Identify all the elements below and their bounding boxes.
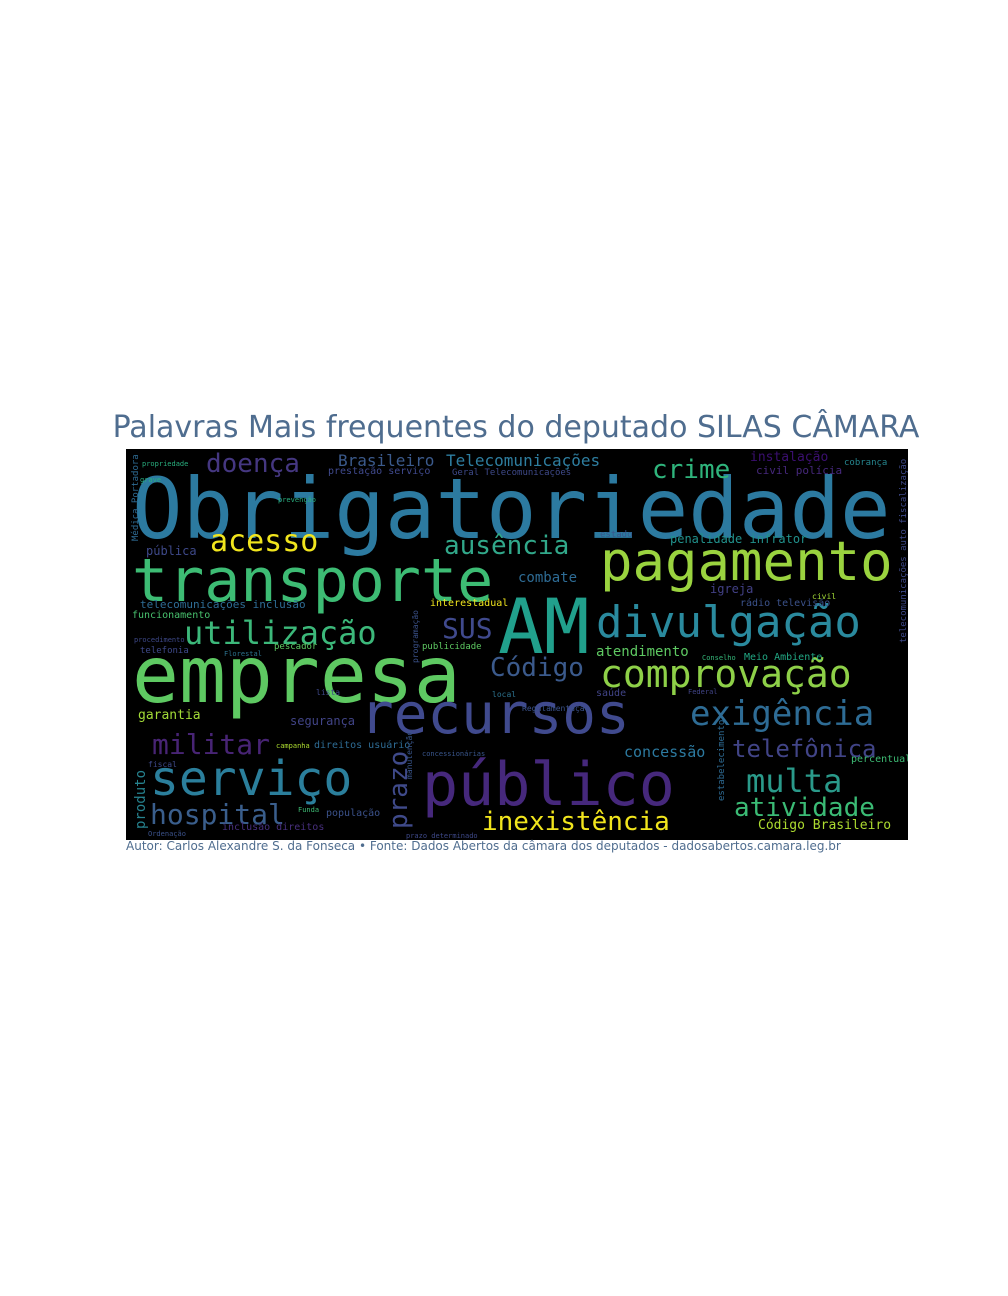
- word-cloud-word: segurança: [290, 714, 356, 728]
- word-cloud-word: propriedade: [142, 460, 189, 468]
- word-cloud-word: estado: [600, 530, 633, 540]
- word-cloud-word: garantia: [138, 708, 201, 723]
- word-cloud-word: acesso: [210, 524, 319, 559]
- word-cloud-word: Obrigatoriedade: [132, 460, 891, 558]
- word-cloud-word: AM: [498, 582, 590, 671]
- word-cloud-word: estabelecimento: [717, 719, 727, 801]
- word-cloud-word: Federal: [688, 688, 718, 696]
- word-cloud-word: Ordenação: [148, 830, 186, 838]
- word-cloud-word: produto: [133, 769, 149, 829]
- word-cloud-word: população: [326, 808, 381, 819]
- word-cloud-word: doença: [206, 449, 300, 479]
- word-cloud-word: instalação: [750, 450, 829, 465]
- word-cloud-word: comprovação: [600, 652, 852, 696]
- word-cloud-word: percentual: [851, 754, 908, 765]
- word-cloud-word: inclusão direitos: [222, 822, 325, 833]
- word-cloud-word: serviço: [150, 751, 353, 807]
- word-cloud-word: Meio Ambiente: [744, 652, 823, 663]
- word-cloud-word: civil: [812, 592, 837, 601]
- word-cloud-word: público: [422, 750, 675, 820]
- word-cloud-word: transporte: [132, 546, 494, 616]
- word-cloud-word: Conselho: [702, 654, 736, 662]
- word-cloud-word: atividade: [734, 793, 875, 823]
- word-cloud-word: exigência: [690, 694, 875, 734]
- word-cloud-word: prestação serviço: [328, 466, 431, 477]
- word-cloud-word: Brasileiro: [338, 451, 435, 470]
- word-cloud-word: hospital: [150, 798, 285, 831]
- word-cloud-word: manutenção: [405, 730, 414, 779]
- word-cloud-word: civil polícia: [756, 464, 843, 477]
- word-cloud-word: lista: [316, 688, 341, 697]
- word-cloud-word: utilização: [184, 614, 377, 652]
- word-cloud-word: procedimento: [134, 636, 185, 644]
- word-cloud-word: prevenção: [278, 496, 316, 504]
- word-cloud-word: interestadual: [430, 598, 509, 609]
- word-cloud-word: cobrança: [844, 458, 888, 468]
- word-cloud-word: telefonia: [140, 646, 189, 656]
- chart-title: Palavras Mais frequentes do deputado SIL…: [112, 410, 920, 445]
- word-cloud-word: Regulamentação: [522, 704, 590, 713]
- word-cloud-word: campanha: [276, 742, 310, 750]
- word-cloud-word: militar: [152, 728, 271, 761]
- word-cloud-word: penalidade infrator: [670, 532, 808, 546]
- word-cloud-word: fiscal: [148, 760, 177, 769]
- word-cloud-word: crime: [652, 455, 731, 485]
- word-cloud-word: rádio televisão: [740, 598, 831, 609]
- word-cloud-word: concessão: [624, 743, 706, 761]
- word-cloud-word: empresa: [132, 631, 461, 721]
- word-cloud-word: pública: [146, 544, 197, 558]
- word-cloud-word: atendimento: [596, 644, 689, 660]
- word-cloud-word: Médica Portadora: [131, 454, 141, 541]
- word-cloud-word: saúde: [596, 688, 627, 699]
- word-cloud-word: local: [492, 690, 517, 699]
- word-cloud-word: recursos: [360, 682, 630, 747]
- word-cloud-word: pescador: [274, 642, 318, 652]
- word-cloud-word: pagamento: [600, 530, 893, 593]
- word-cloud-word: Florestal: [224, 650, 262, 658]
- word-cloud-word: concessionárias: [422, 750, 486, 758]
- word-cloud-word: Funda: [298, 806, 320, 814]
- word-cloud-word: combate: [518, 570, 578, 586]
- word-cloud-word: Código: [490, 653, 584, 683]
- word-cloud-word: publicidade: [422, 642, 482, 652]
- word-cloud-word: inexistência: [482, 807, 670, 837]
- word-cloud-word: divulgação: [596, 597, 861, 648]
- word-cloud-word: direitos usuário: [314, 740, 411, 751]
- word-cloud-word: ausência: [444, 531, 570, 561]
- word-cloud-word: Geral Telecomunicações: [452, 468, 572, 478]
- word-cloud-word: igreja: [710, 582, 754, 596]
- word-cloud-word: grave: [140, 476, 162, 484]
- source-footer: Autor: Carlos Alexandre S. da Fonseca • …: [126, 839, 841, 853]
- word-cloud: Obrigatoriedade transporte pagamento empres…: [126, 449, 908, 840]
- word-cloud-word: telecomunicações inclusão: [140, 598, 306, 611]
- word-cloud-word: Telecomunicações: [446, 451, 601, 470]
- word-cloud-word: telecomunicações auto fiscalização: [899, 458, 908, 643]
- word-cloud-word: telefônica: [732, 735, 877, 763]
- word-cloud-word: funcionamento: [132, 610, 211, 621]
- word-cloud-word: prazo determinado: [406, 832, 478, 840]
- word-cloud-word: programação: [411, 610, 420, 663]
- word-cloud-word: SUS: [442, 612, 493, 645]
- word-cloud-word: Código Brasileiro: [758, 818, 892, 833]
- word-cloud-word: multa: [746, 762, 843, 800]
